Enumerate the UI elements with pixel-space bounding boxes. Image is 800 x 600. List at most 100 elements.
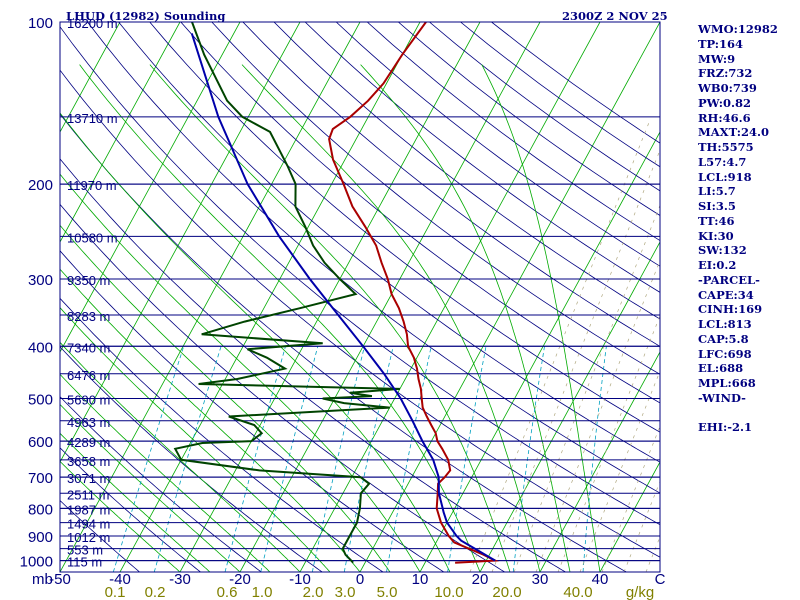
wind-guide-line — [513, 204, 660, 572]
index-line: TP:164 — [698, 36, 744, 51]
temperature-tick-label: -30 — [169, 571, 191, 588]
mixing-ratio-line — [112, 346, 185, 572]
index-line: SI:3.5 — [698, 199, 736, 213]
mixing-ratio-line — [224, 346, 286, 572]
unit-label: mb — [32, 571, 53, 588]
temperature-tick-label: 30 — [532, 571, 549, 588]
mixing-ratio-label: 5.0 — [377, 584, 398, 600]
moist-adiabat-line — [60, 373, 271, 572]
mixing-ratio-label: g/kg — [626, 584, 654, 600]
chart-datetime: 2300Z 2 NOV 25 — [562, 9, 668, 23]
temperature-tick-label: 20 — [472, 571, 489, 588]
mixing-ratio-label: 1.0 — [252, 584, 273, 600]
moist-adiabat-line — [149, 64, 511, 572]
height-label: 553 m — [67, 543, 103, 558]
dry-adiabat-line — [60, 499, 140, 572]
index-line: CAPE:34 — [698, 287, 754, 302]
isotherm-line — [60, 22, 121, 133]
index-line: KI:30 — [698, 228, 734, 243]
temperature-tick-label: C — [655, 571, 666, 588]
moist-adiabat-line — [241, 64, 541, 572]
isotherm-line — [60, 22, 241, 353]
pressure-tick-label: 1000 — [20, 554, 53, 571]
moist-adiabat-line — [79, 64, 481, 572]
mixing-ratio-label: 3.0 — [335, 584, 356, 600]
height-label: 10580 m — [67, 230, 118, 245]
wind-guide-line — [601, 425, 660, 572]
height-label: 8283 m — [67, 309, 110, 324]
dry-adiabat-line — [60, 158, 566, 572]
isotherm-line — [419, 131, 660, 572]
dry-adiabat-line — [60, 26, 660, 526]
index-line: MPL:668 — [698, 376, 756, 390]
pressure-tick-label: 800 — [28, 501, 53, 518]
wind-guide-line — [623, 480, 660, 572]
index-line: LCL:813 — [698, 317, 752, 331]
pressure-tick-label: 700 — [28, 470, 53, 487]
dry-adiabat-line — [60, 346, 323, 572]
isotherm-line — [60, 22, 301, 463]
moist-adiabat-line — [60, 224, 391, 572]
height-label: 1987 m — [67, 502, 110, 517]
height-label: 11970 m — [67, 178, 117, 193]
temperature-tick-label: 10 — [412, 571, 429, 588]
mixing-ratio-label: 40.0 — [563, 584, 592, 600]
index-line: LFC:698 — [698, 346, 752, 361]
index-line: CAP:5.8 — [698, 331, 749, 346]
height-label: 2511 m — [67, 487, 109, 502]
wind-guide-line — [469, 119, 651, 572]
mixing-ratio-line — [153, 346, 222, 572]
index-line: TT:46 — [698, 213, 735, 228]
height-label: 115 m — [67, 555, 102, 570]
temperature-tick-label: -10 — [289, 571, 311, 588]
index-line: WB0:739 — [698, 81, 757, 95]
index-line: PW:0.82 — [698, 95, 752, 110]
dry-adiabat-line — [242, 22, 660, 347]
temperature-curve — [328, 22, 500, 564]
height-label: 4963 m — [67, 415, 110, 430]
index-line: LCL:918 — [698, 169, 752, 184]
dry-adiabat-line — [304, 22, 660, 293]
dewpoint-curve — [173, 22, 400, 564]
dry-adiabat-line — [60, 113, 627, 572]
moist-adiabat-line — [60, 432, 211, 572]
pressure-tick-label: 900 — [28, 529, 53, 546]
curves-layer — [173, 22, 500, 564]
height-label: 4289 m — [67, 435, 110, 450]
index-line: FRZ:732 — [698, 66, 753, 81]
isotherm-line — [479, 241, 660, 572]
dry-adiabat-line — [118, 22, 660, 463]
index-line: MAXT:24.0 — [698, 125, 769, 140]
isotherm-line — [599, 461, 660, 572]
height-label: 1494 m — [67, 517, 110, 532]
index-line: WMO:12982 — [698, 22, 778, 36]
dry-adiabat-line — [60, 203, 505, 572]
index-line: EL:688 — [698, 361, 744, 376]
mixing-ratio-line — [512, 346, 545, 572]
stability-indices-panel: WMO:12982 TP:164 MW:9 FRZ:732 WB0:739 PW:0.82… — [698, 22, 798, 435]
height-label: 5690 m — [67, 392, 110, 407]
index-line: MW:9 — [698, 51, 736, 66]
pressure-tick-label: 500 — [28, 391, 53, 408]
pressure-tick-label: 600 — [28, 434, 53, 451]
index-line: -WIND- — [698, 390, 746, 405]
height-label: 6476 m — [67, 368, 110, 383]
dry-adiabat-line — [335, 22, 660, 267]
height-label: 1012 m — [67, 530, 110, 545]
grid-layer — [60, 22, 660, 572]
mixing-ratio-line — [447, 346, 487, 572]
temperature-tick-label: 40 — [592, 571, 609, 588]
height-label: 3071 m — [67, 471, 110, 486]
height-label: 9350 m — [67, 273, 110, 288]
isotherm-line — [239, 22, 541, 572]
wind-guide-line — [579, 370, 660, 572]
moist-adiabat-line — [481, 64, 601, 572]
moist-adiabat-line — [60, 403, 241, 572]
chart-title: LHUD (12982) Sounding — [66, 9, 226, 23]
mixing-ratio-label: 0.6 — [217, 584, 238, 600]
dry-adiabat-line — [180, 22, 660, 404]
height-label: 3658 m — [67, 454, 110, 469]
index-line: L57:4.7 — [698, 154, 747, 169]
